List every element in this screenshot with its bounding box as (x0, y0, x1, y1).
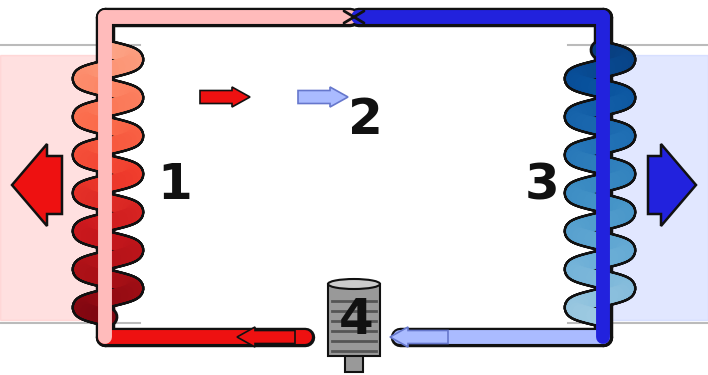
Ellipse shape (328, 279, 380, 289)
Text: 2: 2 (348, 96, 382, 144)
FancyArrow shape (237, 327, 295, 347)
FancyArrow shape (390, 327, 448, 347)
Text: 1: 1 (158, 161, 193, 209)
Polygon shape (354, 11, 364, 23)
Bar (328, 284, 380, 356)
FancyArrow shape (200, 87, 250, 107)
Bar (0, 55, 115, 320)
FancyArrow shape (648, 144, 696, 226)
Bar (593, 55, 708, 320)
Bar (345, 352, 363, 372)
FancyArrow shape (12, 144, 62, 226)
Polygon shape (344, 11, 354, 23)
Text: 3: 3 (525, 161, 559, 209)
FancyArrow shape (298, 87, 348, 107)
Text: 4: 4 (338, 296, 373, 344)
